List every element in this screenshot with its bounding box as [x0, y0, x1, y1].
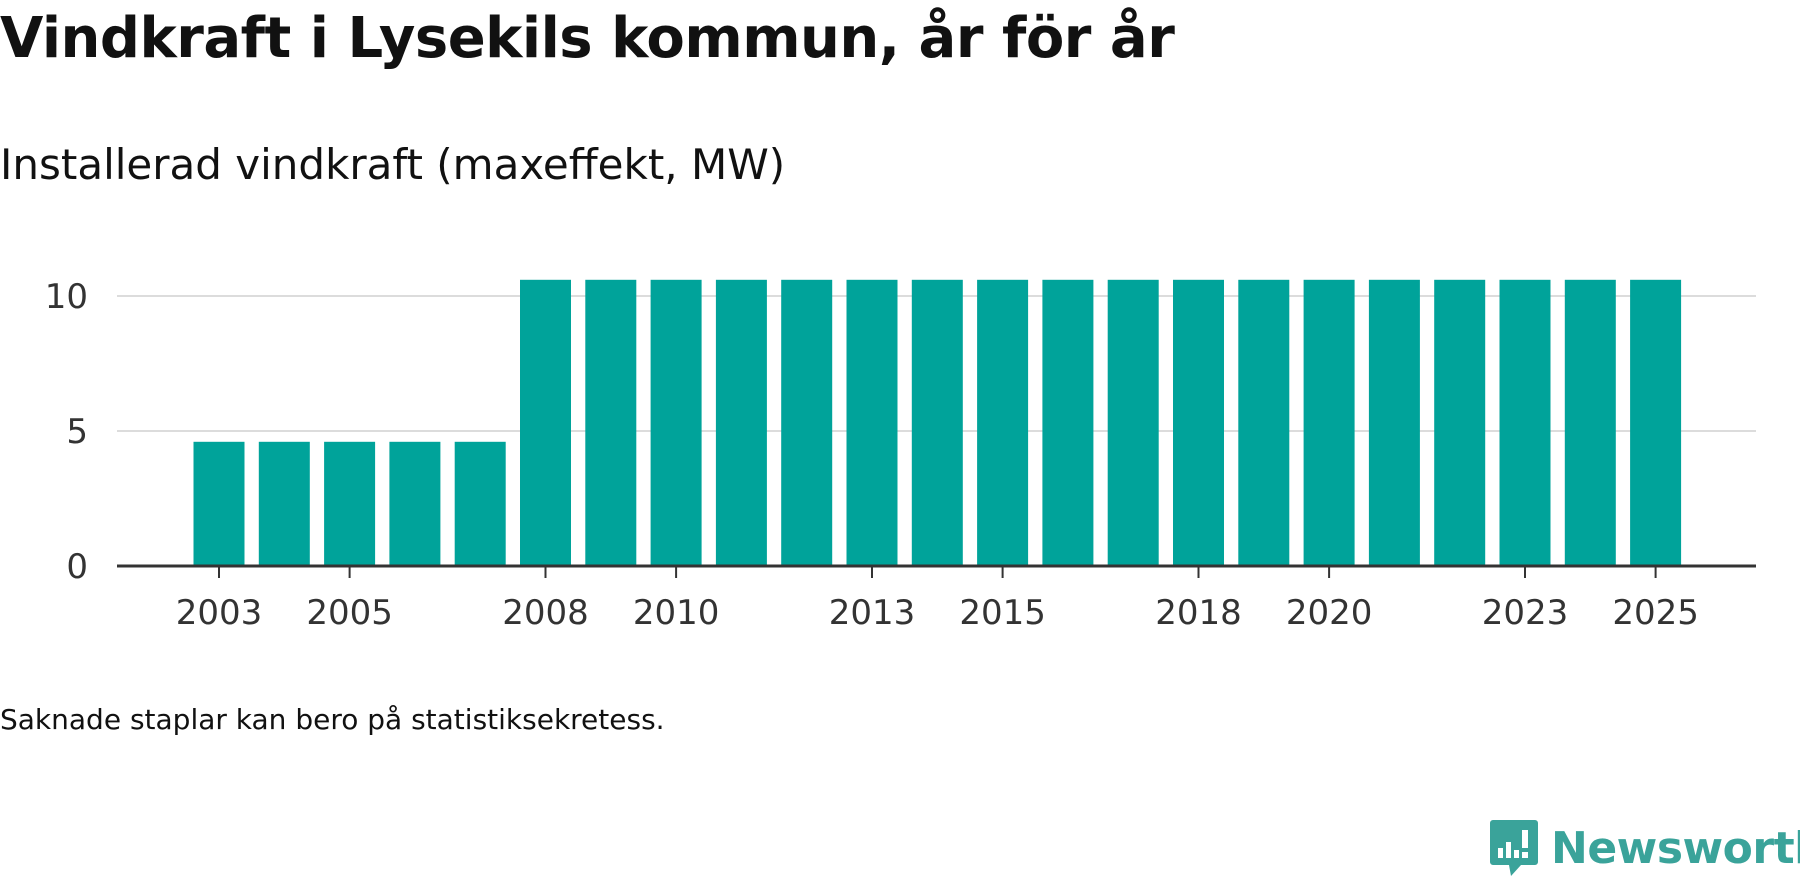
bar-2023 — [1499, 279, 1551, 566]
x-tick-label: 2005 — [306, 593, 393, 633]
bar-2005 — [324, 441, 376, 566]
bar-2009 — [585, 279, 637, 566]
bar-2007 — [454, 441, 506, 566]
bar-2003 — [193, 441, 245, 566]
brand-name: Newsworthy — [1551, 822, 1800, 874]
x-tick-label: 2008 — [502, 593, 589, 633]
bar-2006 — [389, 441, 441, 566]
bar-2015 — [977, 279, 1029, 566]
bar-2018 — [1173, 279, 1224, 566]
bar-2012 — [781, 279, 833, 566]
x-tick-label: 2023 — [1482, 593, 1569, 633]
chart-subtitle: Installerad vindkraft (maxeffekt, MW) — [0, 140, 786, 189]
x-tick-label: 2013 — [829, 593, 916, 633]
bar-2016 — [1042, 279, 1094, 566]
y-tick-label: 0 — [66, 547, 88, 587]
axes: 0 5 10 2003 2005 2008 2010 2013 2015 2018 2020 2023… — [45, 277, 1756, 633]
x-tick-label: 2015 — [959, 593, 1046, 633]
x-tick-label: 2018 — [1155, 593, 1242, 633]
y-tick-label: 10 — [45, 277, 88, 317]
y-tick-label: 5 — [66, 412, 88, 452]
x-tick-label: 2025 — [1612, 593, 1699, 633]
newsworthy-logo-icon — [1490, 820, 1538, 876]
bar-2019 — [1238, 279, 1290, 566]
bar-2008 — [520, 279, 571, 566]
bar-2011 — [715, 279, 767, 566]
bar-2004 — [258, 441, 310, 566]
bar-2021 — [1368, 279, 1420, 566]
bar-2025 — [1630, 279, 1682, 566]
bar-2017 — [1107, 279, 1159, 566]
chart-title: Vindkraft i Lysekils kommun, år för år — [0, 6, 1175, 71]
x-tick-label: 2020 — [1286, 593, 1373, 633]
footnote: Saknade staplar kan bero på statistiksek… — [0, 703, 665, 736]
bars — [193, 279, 1682, 566]
brand-logo: Newsworthy — [1489, 818, 1800, 878]
bar-2022 — [1434, 279, 1486, 566]
bar-2010 — [650, 279, 702, 566]
bar-2013 — [846, 279, 898, 566]
bar-2024 — [1564, 279, 1616, 566]
bar-2014 — [911, 279, 963, 566]
bar-2020 — [1303, 279, 1355, 566]
x-tick-label: 2010 — [633, 593, 720, 633]
x-tick-label: 2003 — [176, 593, 263, 633]
